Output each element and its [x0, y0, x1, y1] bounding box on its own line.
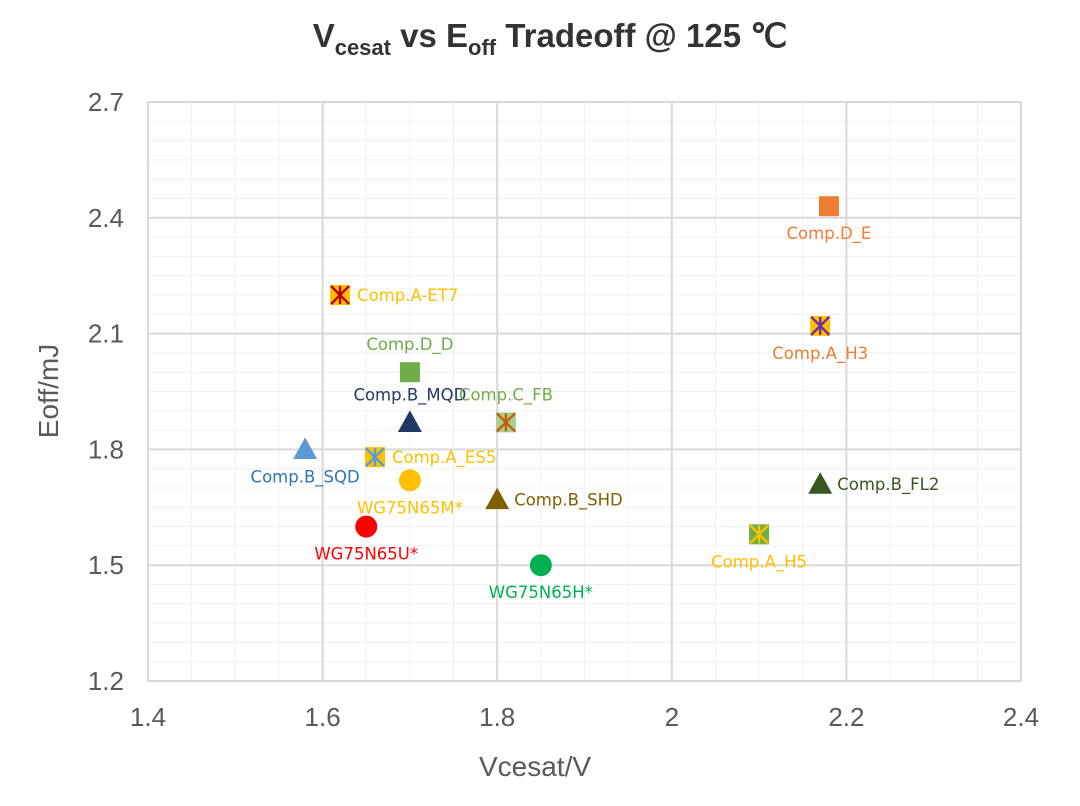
x-tick-label: 1.8: [479, 702, 515, 732]
label-comp-d-e: Comp.D_E: [787, 224, 872, 244]
marker-comp-b-shd: [485, 487, 510, 510]
chart-title: Vcesat vs Eoff Tradeoff @ 125 ℃: [313, 17, 788, 60]
marker-comp-d-d: [399, 362, 420, 383]
major-gridlines: [147, 101, 1022, 682]
data-point-labels: Comp.D_E Comp.A-ET7 Comp.A_H3 Comp.D_D Comp.…: [251, 224, 940, 602]
y-axis-title: Eoff/mJ: [33, 344, 64, 438]
marker-comp-b-sqd: [293, 437, 318, 459]
marker-wg75n65u: [355, 515, 378, 538]
label-comp-a-h5: Comp.A_H5: [711, 552, 807, 572]
label-wg75n65m: WG75N65M*: [357, 498, 463, 517]
label-wg75n65h: WG75N65H*: [489, 583, 593, 602]
marker-comp-a-et7: [330, 285, 351, 305]
y-axis-tick-labels: 1.2 1.5 1.8 2.1 2.4 2.7: [88, 87, 124, 696]
data-markers: [293, 196, 839, 577]
y-tick-label: 1.8: [88, 434, 124, 464]
marker-wg75n65m: [398, 469, 421, 492]
x-axis-title: Vcesat/V: [479, 751, 591, 782]
title-v-subscript: cesat: [335, 35, 392, 60]
title-e-subscript: off: [468, 35, 497, 60]
marker-wg75n65h: [529, 554, 552, 577]
label-wg75n65u: WG75N65U*: [314, 545, 418, 564]
x-tick-label: 1.4: [130, 702, 166, 732]
label-comp-a-es5: Comp.A_ES5: [392, 448, 496, 468]
marker-comp-a-es5: [364, 447, 385, 468]
marker-comp-b-fl2: [808, 472, 833, 494]
title-v: V: [313, 17, 335, 54]
marker-comp-d-e: [818, 196, 839, 217]
label-comp-c-fb: Comp.C_FB: [459, 385, 553, 405]
marker-comp-a-h3: [810, 315, 831, 336]
y-tick-label: 2.4: [88, 203, 124, 233]
y-tick-label: 1.5: [88, 550, 124, 580]
x-tick-label: 2: [665, 702, 679, 732]
marker-comp-c-fb: [495, 412, 516, 433]
marker-comp-a-h5: [749, 524, 770, 545]
label-comp-d-d: Comp.D_D: [366, 335, 453, 355]
label-comp-b-shd: Comp.B_SHD: [514, 491, 623, 511]
marker-comp-b-mqd: [397, 410, 422, 432]
x-tick-label: 2.2: [828, 702, 864, 732]
label-comp-b-fl2: Comp.B_FL2: [837, 475, 939, 495]
y-tick-label: 2.7: [88, 87, 124, 117]
label-comp-a-h3: Comp.A_H3: [772, 344, 868, 364]
x-tick-label: 2.4: [1003, 702, 1039, 732]
label-comp-b-sqd: Comp.B_SQD: [251, 467, 360, 487]
y-tick-label: 2.1: [88, 319, 124, 349]
label-comp-a-et7: Comp.A-ET7: [357, 286, 458, 305]
x-axis-tick-labels: 1.4 1.6 1.8 2 2.2 2.4: [130, 702, 1039, 732]
x-tick-label: 1.6: [305, 702, 341, 732]
title-vs-e: vs E: [391, 17, 468, 54]
label-comp-b-mqd: Comp.B_MQD: [353, 385, 466, 405]
y-tick-label: 1.2: [88, 666, 124, 696]
title-rest: Tradeoff @ 125 ℃: [496, 17, 787, 54]
